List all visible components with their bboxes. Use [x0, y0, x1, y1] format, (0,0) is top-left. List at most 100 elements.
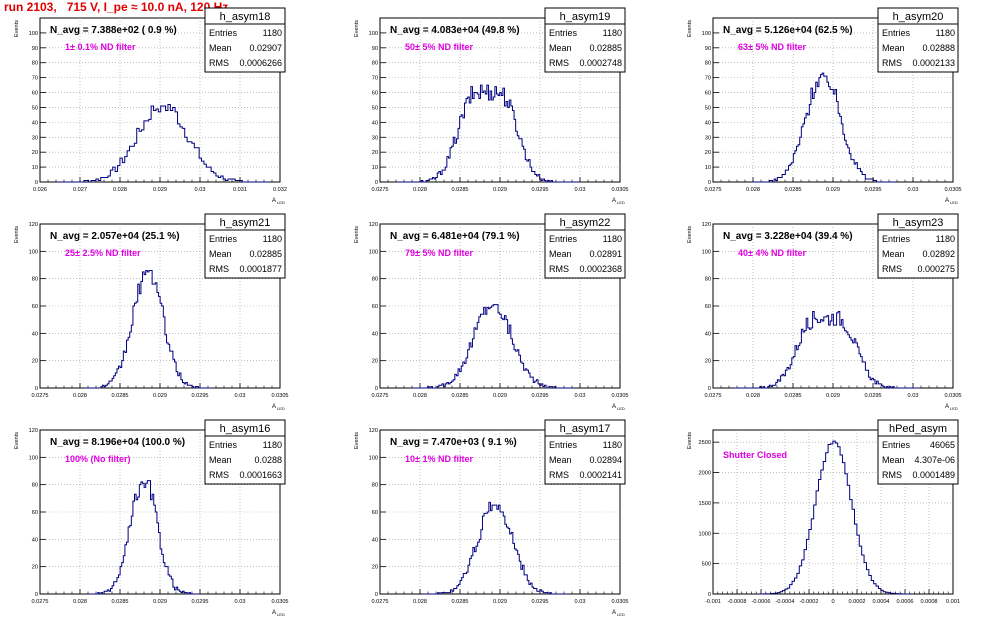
x-tick-label: -0.0006: [752, 599, 771, 605]
stats-value-rms: 0.0002141: [579, 470, 622, 480]
stats-value-mean: 0.02888: [922, 43, 955, 53]
x-tick-label: 0.03: [908, 393, 919, 399]
x-tick-label: 0.0295: [531, 393, 548, 399]
histogram-line: [395, 84, 582, 183]
y-tick-label: 120: [702, 222, 711, 228]
x-tick-label: 0.029: [493, 187, 507, 193]
x-tick-label: 0.03: [575, 187, 586, 193]
x-tick-label: 0.029: [493, 393, 507, 399]
stats-label-entries: Entries: [209, 234, 238, 244]
y-tick-label: 120: [29, 428, 38, 434]
x-tick-label: 0.0285: [111, 393, 128, 399]
y-tick-label: 60: [372, 91, 378, 97]
stats-value-rms: 0.000275: [917, 264, 955, 274]
y-tick-label: 40: [705, 120, 711, 126]
histogram-line: [88, 480, 201, 595]
x-tick-label: 0.028: [746, 393, 760, 399]
y-tick-label: 40: [372, 331, 378, 337]
x-tick-label: 0.029: [826, 187, 840, 193]
y-tick-label: 100: [702, 31, 711, 37]
stats-label-entries: Entries: [549, 440, 578, 450]
y-tick-label: 10: [32, 165, 38, 171]
navg-title: N_avg = 4.083e+04 (49.8 %): [390, 25, 520, 36]
y-tick-label: 20: [32, 565, 38, 571]
histogram-name: h_asym21: [220, 217, 271, 229]
x-tick-label: 0.0275: [31, 599, 48, 605]
y-axis-label: Events: [354, 432, 360, 449]
x-tick-label: 0.0285: [451, 187, 468, 193]
y-tick-label: 80: [32, 483, 38, 489]
y-tick-label: 30: [372, 135, 378, 141]
stats-label-mean: Mean: [549, 43, 572, 53]
stats-value-mean: 0.0288: [254, 455, 282, 465]
y-tick-label: 60: [32, 304, 38, 310]
histogram-name: h_asym20: [893, 11, 944, 23]
y-tick-label: 80: [372, 483, 378, 489]
y-tick-label: 80: [32, 277, 38, 283]
x-tick-label: 0.028: [413, 393, 427, 399]
y-tick-label: 60: [372, 304, 378, 310]
y-axis-label: Events: [687, 432, 693, 449]
stats-label-entries: Entries: [209, 28, 238, 38]
x-tick-label: 0.028: [746, 187, 760, 193]
x-tick-label: 0.0305: [271, 393, 288, 399]
y-tick-label: 30: [32, 135, 38, 141]
y-tick-label: 100: [29, 455, 38, 461]
x-tick-label: 0.03: [195, 187, 206, 193]
y-tick-label: 120: [29, 222, 38, 228]
x-tick-label: 0.026: [33, 187, 47, 193]
y-tick-label: 80: [705, 277, 711, 283]
stats-box: h_asym21 Entries 1180 Mean 0.02885 RMS 0.00018…: [204, 213, 286, 279]
x-tick-label: 0.0285: [111, 599, 128, 605]
stats-label-rms: RMS: [209, 470, 229, 480]
histogram-panel-hPed_asym: -0.001 -0.0008 -0.0006 -0.0004 -0.0002 0 0.000…: [687, 419, 960, 605]
stats-value-rms: 0.0002133: [912, 58, 955, 68]
x-tick-label: 0.032: [273, 187, 287, 193]
stats-box: h_asym16 Entries 1180 Mean 0.0288 RMS 0.000166…: [204, 419, 286, 485]
y-tick-label: 60: [705, 304, 711, 310]
filter-annotation: 63± 5% ND filter: [738, 42, 806, 52]
y-tick-label: 20: [32, 359, 38, 365]
filter-annotation: 79± 5% ND filter: [405, 248, 473, 258]
stats-label-rms: RMS: [882, 470, 902, 480]
stats-value-mean: 0.02892: [922, 249, 955, 259]
x-tick-label: 0.0305: [611, 599, 628, 605]
navg-title: N_avg = 7.388e+02 ( 0.9 %): [50, 25, 177, 36]
filter-annotation: 40± 4% ND filter: [738, 248, 806, 258]
x-tick-label: 0.029: [153, 599, 167, 605]
x-tick-label: 0.0295: [864, 187, 881, 193]
x-tick-label: 0.03: [235, 599, 246, 605]
x-axis-label-subscript: LED: [277, 200, 285, 205]
x-axis-label: A: [612, 610, 616, 616]
histogram-panel-h_asym22: 0.0275 0.028 0.0285 0.029 0.0295 0.03 0.0305 0 2…: [354, 213, 629, 411]
y-tick-label: 70: [32, 76, 38, 82]
x-tick-label: 0.0305: [271, 599, 288, 605]
y-tick-label: 40: [705, 331, 711, 337]
navg-title: N_avg = 2.057e+04 (25.1 %): [50, 231, 180, 242]
y-axis-label: Events: [14, 432, 20, 449]
y-tick-label: 40: [32, 537, 38, 543]
x-tick-label: 0.0285: [784, 187, 801, 193]
histogram-panel-h_asym20: 0.0275 0.028 0.0285 0.029 0.0295 0.03 0.0305 0 1…: [687, 7, 962, 205]
x-tick-label: 0.03: [575, 599, 586, 605]
x-tick-label: 0.0275: [31, 393, 48, 399]
y-tick-label: 80: [372, 61, 378, 67]
stats-label-mean: Mean: [549, 455, 572, 465]
x-tick-label: 0.0305: [611, 393, 628, 399]
stats-value-mean: 4.307e-06: [914, 455, 955, 465]
histogram-line: [57, 103, 269, 183]
navg-title: N_avg = 8.196e+04 (100.0 %): [50, 437, 185, 448]
histogram-name: h_asym19: [560, 11, 611, 23]
y-tick-label: 0: [35, 592, 38, 598]
x-axis-label: A: [945, 198, 949, 204]
y-tick-label: 50: [705, 105, 711, 111]
y-tick-label: 60: [705, 91, 711, 97]
stats-box: h_asym18 Entries 1180 Mean 0.02907 RMS 0.00062…: [204, 7, 286, 73]
x-axis-label: A: [272, 198, 276, 204]
x-tick-label: 0.0004: [872, 599, 889, 605]
x-tick-label: 0.0006: [896, 599, 913, 605]
x-axis-label: A: [612, 198, 616, 204]
x-tick-label: 0.029: [153, 393, 167, 399]
stats-value-rms: 0.0006266: [239, 58, 282, 68]
y-axis-label: Events: [354, 20, 360, 37]
